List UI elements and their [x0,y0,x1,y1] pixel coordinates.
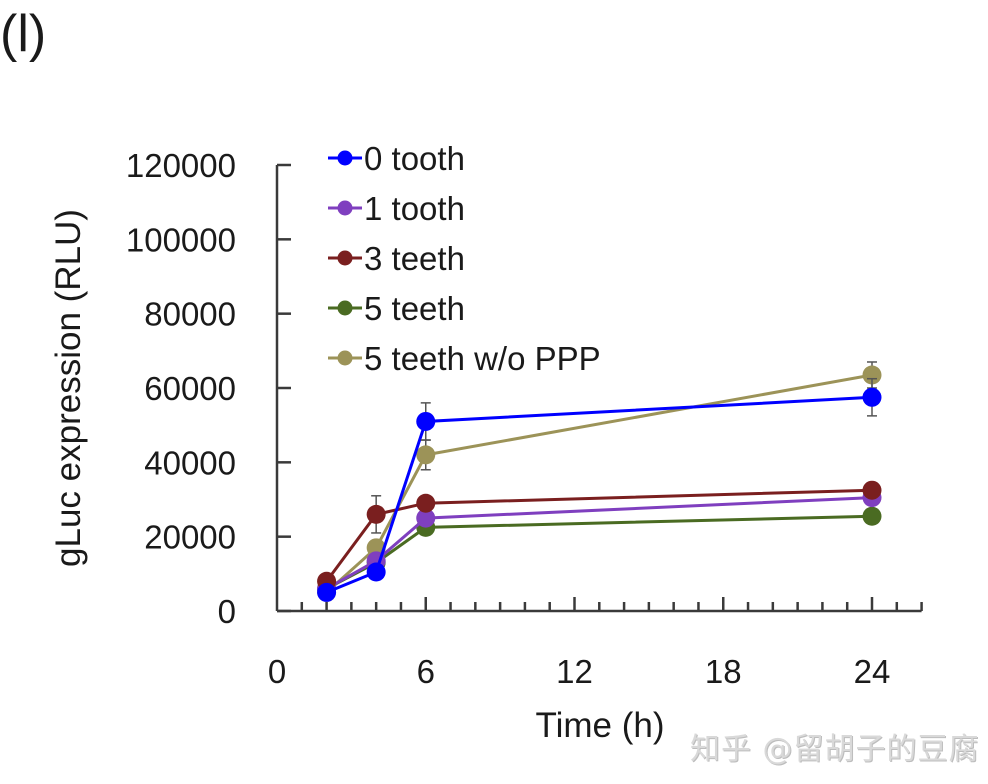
panel-label: (l) [0,5,47,63]
series-3-teeth [317,480,882,591]
legend-item: 3 teeth [328,240,465,277]
data-point [862,387,882,407]
series-5-teeth-w-o-ppp [317,361,882,602]
data-point [317,582,337,602]
series-5-teeth [317,506,882,599]
legend-item: 0 tooth [328,140,465,177]
legend-marker-icon [337,250,353,266]
y-tick-label: 60000 [144,370,236,407]
y-axis: 0 20000 40000 60000 80000 100000 120000 [126,147,291,630]
y-tick-label: 80000 [144,296,236,333]
y-tick-label: 0 [218,593,236,630]
x-axis: 0 6 12 18 24 [268,597,923,690]
legend-marker-icon [337,150,353,166]
legend-label: 1 tooth [364,190,465,227]
data-point [416,508,436,528]
series-layer [317,361,882,602]
legend: 0 tooth 1 tooth 3 teeth 5 teeth 5 teeth w/o … [328,140,601,377]
legend-label: 0 tooth [364,140,465,177]
legend-item: 5 teeth [328,290,465,327]
x-tick-label: 6 [417,653,435,690]
legend-item: 5 teeth w/o PPP [328,340,601,377]
x-tick-label: 12 [556,653,593,690]
data-point [862,365,882,385]
series-0-tooth [317,377,882,602]
legend-label: 3 teeth [364,240,465,277]
data-point [416,411,436,431]
y-tick-label: 40000 [144,444,236,481]
y-tick-label: 100000 [126,221,236,258]
watermark: 知乎 @留胡子的豆腐 [690,732,980,767]
legend-marker-icon [337,200,353,216]
legend-label: 5 teeth [364,290,465,327]
legend-label: 5 teeth w/o PPP [364,340,601,377]
data-point [416,493,436,513]
data-point [862,480,882,500]
data-point [862,506,882,526]
y-axis-title: gLuc expression (RLU) [49,209,88,567]
x-tick-label: 24 [854,653,891,690]
legend-marker-icon [337,350,353,366]
data-point [366,504,386,524]
y-tick-label: 120000 [126,147,236,184]
data-point [366,538,386,558]
legend-marker-icon [337,300,353,316]
legend-item: 1 tooth [328,190,465,227]
x-tick-label: 18 [705,653,742,690]
data-point [366,562,386,582]
data-point [416,445,436,465]
y-tick-label: 20000 [144,519,236,556]
x-tick-label: 0 [268,653,286,690]
x-axis-title: Time (h) [536,706,665,745]
